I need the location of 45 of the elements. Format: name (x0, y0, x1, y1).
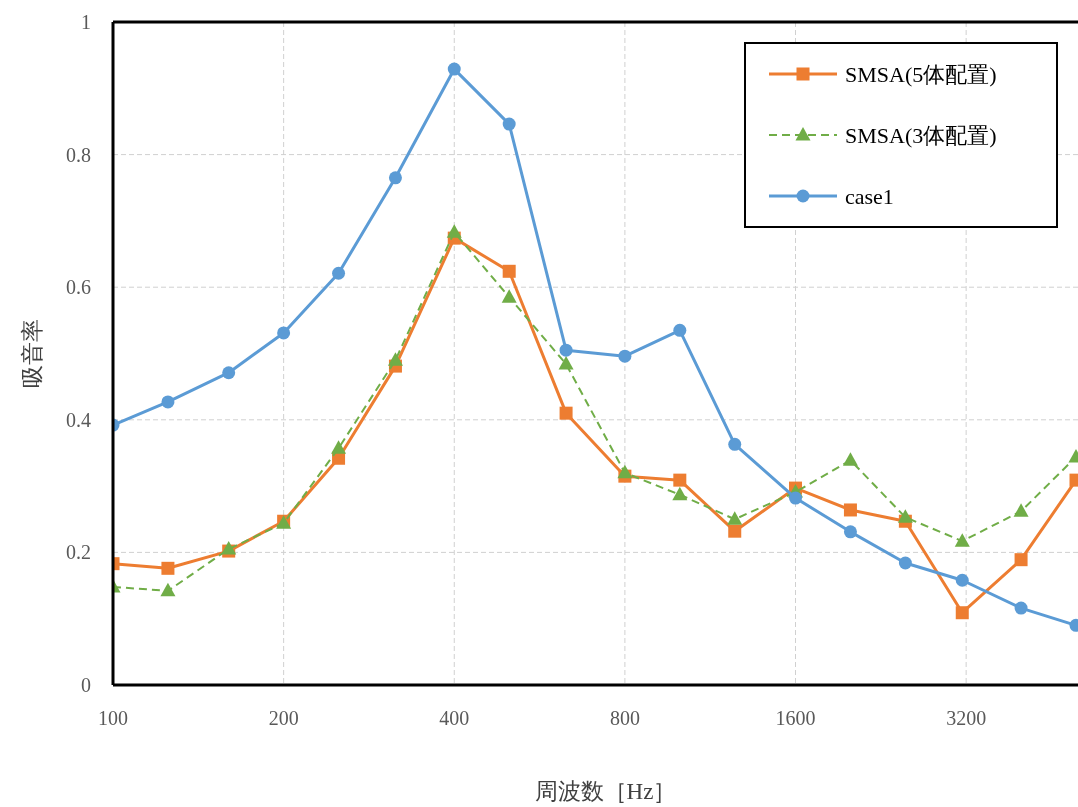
y-tick-label: 0.6 (66, 276, 91, 299)
x-axis-title: 周波数［Hz］ (534, 779, 677, 804)
y-tick-label: 1 (81, 11, 91, 33)
point (843, 525, 857, 539)
point (277, 326, 291, 340)
legend-label: SMSA(3体配置) (845, 123, 997, 148)
y-tick-label: 0.4 (66, 408, 91, 431)
point (727, 511, 743, 525)
point (388, 171, 402, 185)
x-tick-label: 1600 (775, 707, 816, 729)
point (672, 486, 688, 501)
x-tick-label: 800 (609, 707, 640, 729)
x-tick-label: 200 (268, 707, 299, 729)
point (501, 289, 517, 303)
point (332, 266, 346, 280)
point (502, 117, 516, 131)
point (559, 343, 573, 357)
point (842, 452, 858, 466)
point (222, 366, 236, 380)
point (331, 440, 347, 454)
point (843, 503, 857, 517)
point (954, 533, 970, 547)
y-tick-label: 0 (81, 674, 91, 696)
point (728, 524, 742, 538)
point (558, 356, 574, 370)
y-tick-label: 0.8 (66, 143, 91, 166)
point (955, 606, 969, 620)
point (673, 473, 687, 487)
point (447, 62, 461, 76)
legend-label: case1 (845, 184, 894, 209)
legend-label: SMSA(5体配置) (845, 62, 997, 87)
point (559, 406, 573, 420)
x-tick-label: 400 (439, 707, 470, 729)
x-tick-label: 100 (98, 707, 128, 729)
point (728, 437, 742, 451)
point (897, 509, 913, 523)
point (387, 352, 403, 366)
point (502, 264, 516, 278)
point (898, 556, 912, 570)
y-axis-title: 吸音率 (20, 319, 45, 388)
x-tick-label: 3200 (946, 707, 987, 729)
point (673, 323, 687, 337)
point (446, 224, 462, 238)
point (955, 573, 969, 587)
y-tick-label: 0.2 (66, 541, 91, 564)
